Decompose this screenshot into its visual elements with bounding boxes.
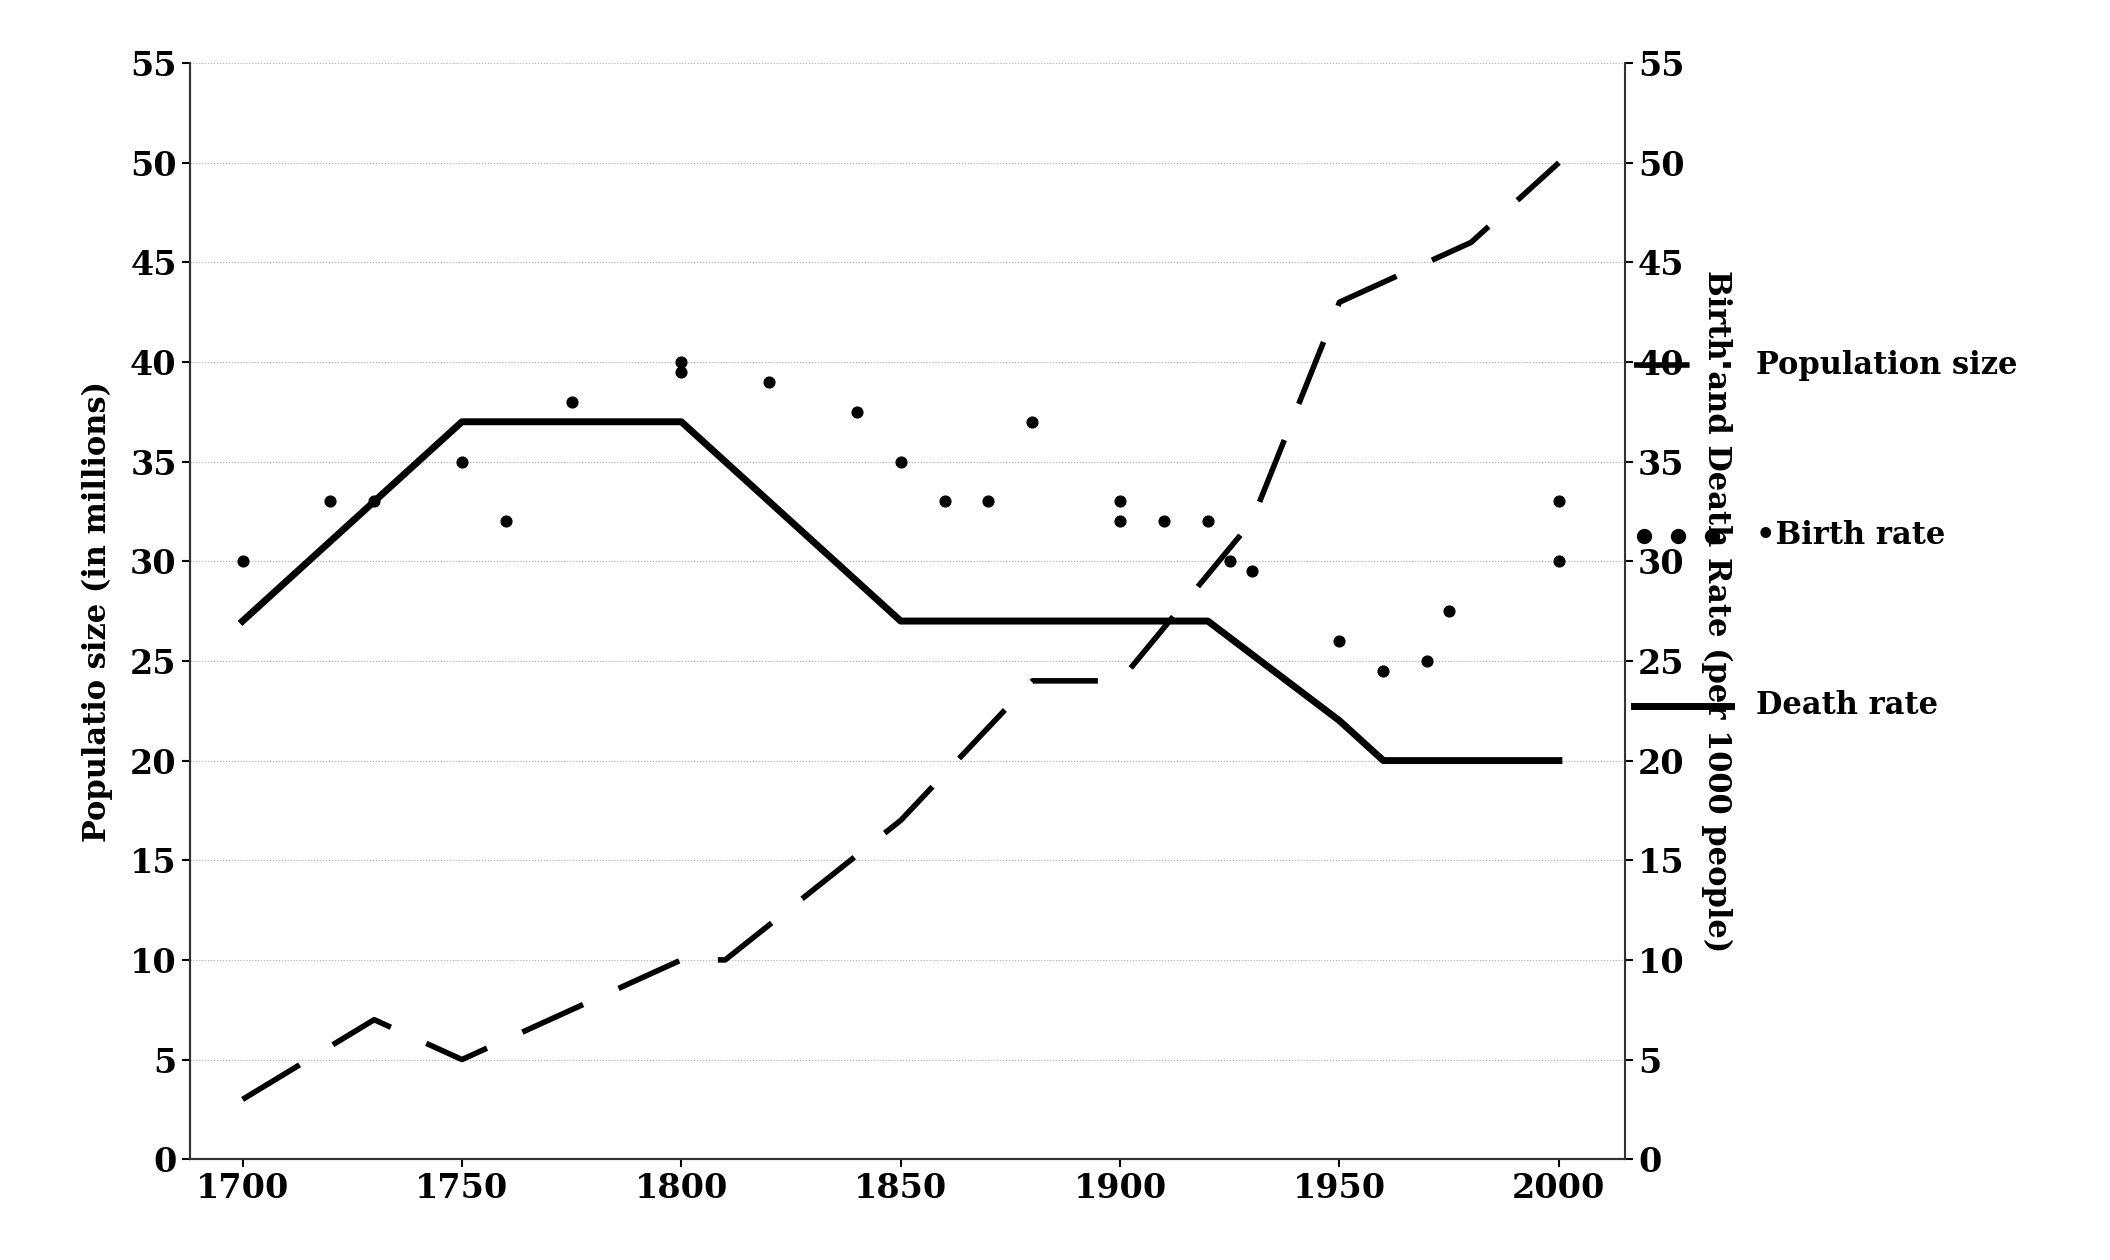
Point: [1409, 651, 1443, 672]
Point: [1367, 660, 1401, 680]
Point: [1104, 491, 1137, 512]
Point: [314, 491, 348, 512]
Point: [1323, 631, 1357, 651]
Point: [490, 512, 523, 532]
Point: [445, 451, 479, 471]
Text: Population size: Population size: [1756, 350, 2017, 381]
Point: [1104, 512, 1137, 532]
Point: [840, 402, 874, 422]
Point: [1542, 551, 1576, 571]
Point: [928, 491, 962, 512]
Point: [1234, 561, 1268, 581]
Point: [971, 491, 1004, 512]
Point: [665, 352, 698, 372]
Point: [1148, 512, 1182, 532]
Point: [1190, 512, 1224, 532]
Text: Death rate: Death rate: [1756, 690, 1937, 721]
Point: [1213, 551, 1247, 571]
Point: [226, 551, 260, 571]
Point: [357, 491, 390, 512]
Y-axis label: Birth and Death Rate (per 1000 people): Birth and Death Rate (per 1000 people): [1701, 270, 1732, 953]
Y-axis label: Populatio size (in millions): Populatio size (in millions): [82, 381, 114, 842]
Point: [884, 451, 918, 471]
Point: [751, 372, 785, 392]
Point: [1542, 491, 1576, 512]
Point: [1433, 601, 1466, 621]
Point: [665, 362, 698, 382]
Point: [1015, 412, 1049, 432]
Text: •Birth rate: •Birth rate: [1756, 520, 1945, 551]
Point: [555, 392, 589, 412]
